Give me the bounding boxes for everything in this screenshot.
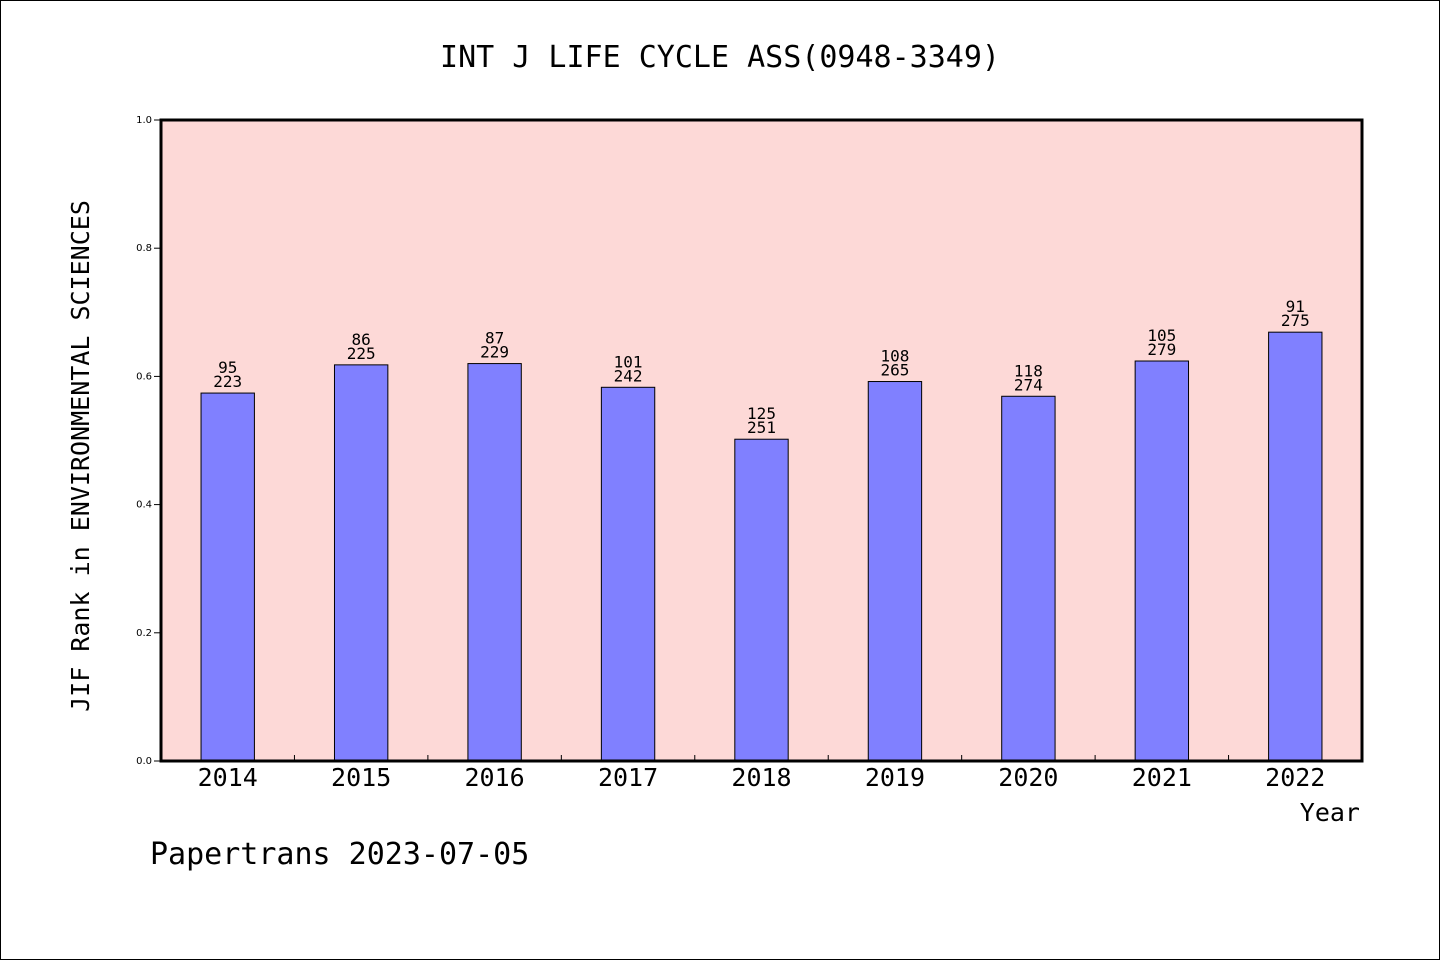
x-tick-label: 2015: [331, 763, 391, 792]
bar-total-label: 275: [1281, 311, 1310, 330]
bar-total-label: 225: [347, 344, 376, 363]
bar-total-label: 279: [1147, 340, 1176, 359]
bar-rank-label: 118: [1014, 361, 1043, 380]
x-tick-label: 2017: [598, 763, 658, 792]
bar: [333, 364, 389, 762]
y-tick-label: 0.8: [136, 243, 152, 254]
bar-total-label: 242: [614, 366, 643, 385]
bar-rank-label: 91: [1286, 297, 1305, 316]
y-tick-label: 0.4: [136, 500, 152, 511]
y-tick-label: 0.2: [136, 628, 152, 639]
bar-rank-label: 101: [614, 352, 643, 371]
x-tick-label: 2018: [731, 763, 791, 792]
y-tick-label: 0.6: [136, 371, 152, 382]
bar-rank-label: 95: [218, 358, 237, 377]
bar: [1268, 331, 1323, 762]
bar-total-label: 265: [880, 361, 909, 380]
bar: [600, 386, 656, 762]
x-axis-label: Year: [1300, 798, 1360, 827]
plot-frame: [159, 118, 1364, 763]
bar: [1001, 395, 1056, 762]
bar-total-label: 251: [747, 418, 776, 437]
x-tick-label: 2020: [998, 763, 1058, 792]
y-tick-label: 0.0: [136, 756, 152, 767]
y-tick-label: 1.0: [136, 115, 152, 126]
bar: [867, 381, 923, 762]
chart-title: INT J LIFE CYCLE ASS(0948-3349): [440, 40, 1000, 75]
x-tick-label: 2019: [865, 763, 925, 792]
x-tick-label: 2021: [1132, 763, 1192, 792]
bar: [467, 363, 522, 762]
x-tick-label: 2022: [1265, 763, 1325, 792]
bar-rank-label: 125: [747, 404, 776, 423]
bar-rank-label: 86: [352, 330, 371, 349]
bar-rank-label: 105: [1147, 326, 1176, 345]
x-tick-label: 2016: [465, 763, 525, 792]
bar-rank-label: 108: [880, 347, 909, 366]
bar-total-label: 223: [213, 372, 242, 391]
footer-credit: Papertrans 2023-07-05: [150, 837, 529, 872]
bar: [734, 438, 789, 762]
bar-total-label: 229: [480, 343, 509, 362]
bar-rank-label: 87: [485, 329, 504, 348]
y-axis-label: JIF Rank in ENVIRONMENTAL SCIENCES: [66, 200, 95, 712]
bar-total-label: 274: [1014, 375, 1043, 394]
bar: [1134, 360, 1190, 762]
bar: [200, 392, 255, 762]
x-tick-label: 2014: [198, 763, 258, 792]
